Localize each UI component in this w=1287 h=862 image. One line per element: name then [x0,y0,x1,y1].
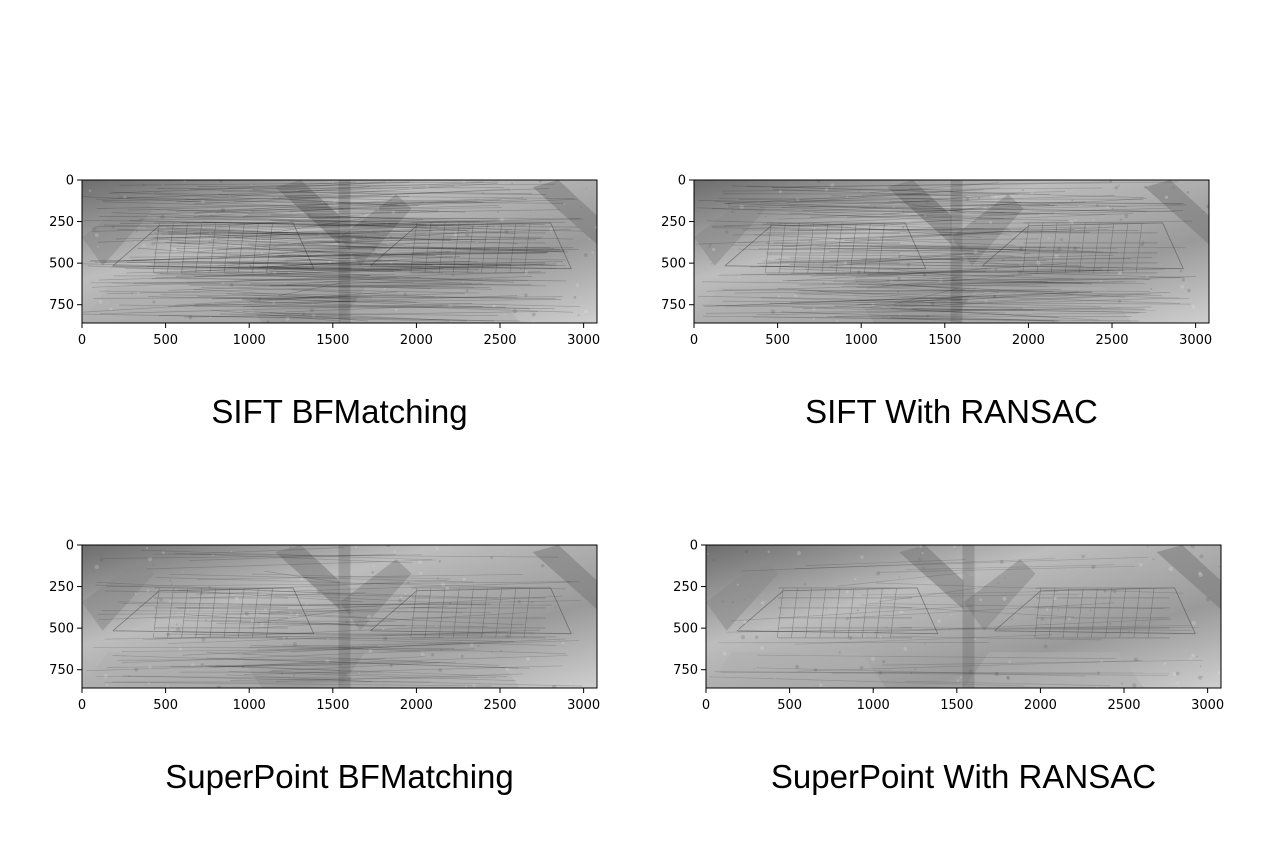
match-image [82,180,597,323]
y-tick-label: 0 [678,174,686,189]
y-tick-label: 750 [661,298,686,313]
y-tick-label: 0 [66,539,74,554]
x-tick-label: 1000 [857,698,890,713]
y-tick-label: 0 [66,174,74,189]
x-tick-label: 0 [690,333,698,348]
x-tick-label: 1000 [233,333,266,348]
x-tick-label: 1500 [928,333,961,348]
match-image-plot: 0 500 1000 1500 2000 2500 3000 0 250 500 750 [49,539,600,714]
x-tick-label: 3000 [567,333,600,348]
panel-superpoint-bfmatching: 0 500 1000 1500 2000 2500 3000 0 250 500 750 [40,533,610,723]
x-tick-label: 3000 [567,698,600,713]
x-tick-label: 0 [78,698,86,713]
x-tick-label: 500 [765,333,790,348]
y-tick-label: 750 [49,298,74,313]
x-tick-label: 2000 [1012,333,1045,348]
x-tick-label: 1500 [316,698,349,713]
caption-superpoint-ransac: SuperPoint With RANSAC [770,758,1157,795]
match-image-plot: 0 500 1000 1500 2000 2500 3000 0 250 500 750 [661,174,1212,349]
caption-sift-ransac: SIFT With RANSAC [805,393,1098,430]
y-tick-label: 750 [49,663,74,678]
x-tick-label: 1500 [940,698,973,713]
y-tick-label: 500 [49,622,74,637]
y-tick-label: 250 [661,215,686,230]
x-tick-label: 500 [153,333,178,348]
x-tick-label: 2500 [483,698,516,713]
x-tick-label: 3000 [1191,698,1224,713]
y-tick-label: 500 [49,257,74,272]
x-tick-label: 2000 [1024,698,1057,713]
y-tick-label: 500 [673,622,698,637]
match-image [82,545,597,688]
x-tick-label: 0 [702,698,710,713]
panel-superpoint-ransac: 0 500 1000 1500 2000 2500 3000 0 250 500 750 [664,533,1234,723]
x-tick-label: 0 [78,333,86,348]
caption-sift-bfmatching: SIFT BFMatching [211,393,468,430]
x-tick-label: 1000 [845,333,878,348]
y-tick-label: 250 [49,215,74,230]
x-tick-label: 1500 [316,333,349,348]
x-tick-label: 2000 [400,698,433,713]
y-tick-label: 750 [673,663,698,678]
y-tick-label: 250 [673,580,698,595]
x-tick-label: 2500 [483,333,516,348]
match-image [694,180,1209,323]
match-image-plot: 0 500 1000 1500 2000 2500 3000 0 250 500 750 [49,174,600,349]
x-tick-label: 500 [153,698,178,713]
x-tick-label: 2500 [1095,333,1128,348]
panel-sift-ransac: 0 500 1000 1500 2000 2500 3000 0 250 500 750 [652,168,1222,358]
caption-superpoint-bfmatching: SuperPoint BFMatching [165,758,514,795]
x-tick-label: 500 [777,698,802,713]
panel-sift-bfmatching: 0 500 1000 1500 2000 2500 3000 0 250 500 750 [40,168,610,358]
x-tick-label: 2500 [1107,698,1140,713]
x-tick-label: 1000 [233,698,266,713]
match-image-plot: 0 500 1000 1500 2000 2500 3000 0 250 500 750 [673,539,1224,714]
y-tick-label: 0 [690,539,698,554]
y-tick-label: 500 [661,257,686,272]
x-tick-label: 2000 [400,333,433,348]
match-image [706,545,1221,688]
y-tick-label: 250 [49,580,74,595]
x-tick-label: 3000 [1179,333,1212,348]
